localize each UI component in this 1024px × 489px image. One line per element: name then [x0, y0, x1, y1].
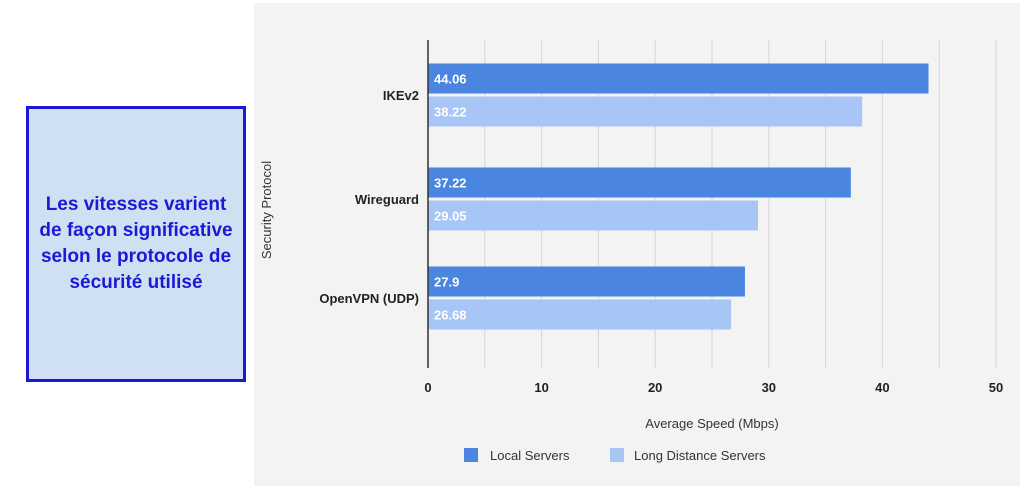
category-labels: IKEv2 Wireguard OpenVPN (UDP) — [319, 88, 419, 306]
x-tick-label: 30 — [762, 380, 776, 395]
category-label: OpenVPN (UDP) — [319, 291, 419, 306]
bar-value-label: 26.68 — [434, 308, 467, 323]
x-tick-label: 0 — [424, 380, 431, 395]
bar-value-label: 44.06 — [434, 72, 467, 87]
y-axis-label: Security Protocol — [259, 161, 274, 259]
bar-value-label: 27.9 — [434, 275, 459, 290]
callout-text: Les vitesses varient de façon significat… — [39, 194, 233, 293]
bar-value-label: 37.22 — [434, 176, 467, 191]
bar-local-0 — [428, 63, 929, 94]
x-tick-label: 20 — [648, 380, 662, 395]
bar-long-distance-1 — [428, 200, 759, 231]
callout-box: Les vitesses varient de façon significat… — [26, 106, 246, 382]
legend-swatch — [610, 448, 624, 462]
x-tick-label: 50 — [989, 380, 1003, 395]
bar-labels: 44.06 38.22 37.22 29.05 27.9 26.68 — [434, 72, 467, 323]
bar-local-2 — [428, 266, 745, 297]
x-axis-label: Average Speed (Mbps) — [645, 416, 778, 431]
bar-long-distance-2 — [428, 299, 732, 330]
legend-label: Local Servers — [490, 448, 570, 463]
bar-value-label: 38.22 — [434, 105, 467, 120]
legend: Local Servers Long Distance Servers — [464, 448, 766, 463]
x-tick-labels: 0 10 20 30 40 50 — [424, 380, 1003, 395]
bar-long-distance-0 — [428, 96, 863, 127]
bars — [428, 63, 929, 330]
legend-swatch — [464, 448, 478, 462]
category-label: IKEv2 — [383, 88, 419, 103]
x-tick-label: 10 — [534, 380, 548, 395]
x-tick-label: 40 — [875, 380, 889, 395]
category-label: Wireguard — [355, 192, 419, 207]
bar-value-label: 29.05 — [434, 209, 467, 224]
legend-label: Long Distance Servers — [634, 448, 766, 463]
bar-local-1 — [428, 167, 851, 198]
